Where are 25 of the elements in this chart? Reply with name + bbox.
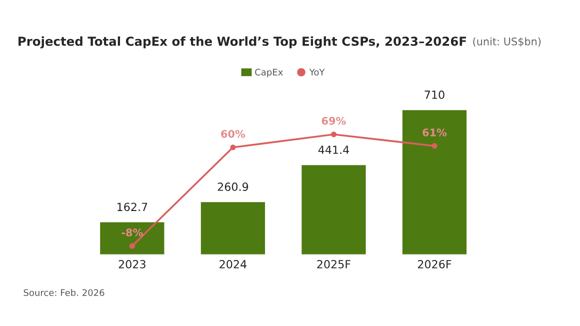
data-label: -8% — [122, 228, 143, 236]
legend-label: CapEx — [255, 68, 283, 78]
data-label: 69% — [322, 116, 346, 125]
bar — [300, 164, 368, 255]
data-label: 441.4 — [318, 146, 349, 154]
data-label: 60% — [221, 130, 246, 138]
x-tick-label: 2024 — [220, 260, 246, 268]
point — [129, 243, 135, 249]
x-tick-label: 2026F — [418, 260, 452, 268]
data-label: 260.9 — [218, 182, 248, 191]
x-tick-label: 2023 — [118, 260, 146, 268]
data-label: 710 — [424, 90, 444, 99]
point — [330, 132, 336, 138]
data-label: 162.7 — [117, 202, 148, 212]
bar — [98, 220, 166, 255]
text: (unit: US$bn) — [473, 37, 541, 47]
source-note: Source: Feb. 2026 — [24, 289, 104, 296]
data-label: 61% — [422, 128, 447, 136]
bar — [401, 108, 468, 255]
x-tick-label: 2025F — [317, 260, 350, 268]
point — [432, 143, 438, 149]
chart-title: Projected Total CapEx of the World’s Top Eight CSPs, 2023–2026F — [18, 36, 466, 48]
legend-label: YoY — [309, 68, 325, 76]
bar — [199, 200, 266, 255]
point — [230, 144, 236, 150]
